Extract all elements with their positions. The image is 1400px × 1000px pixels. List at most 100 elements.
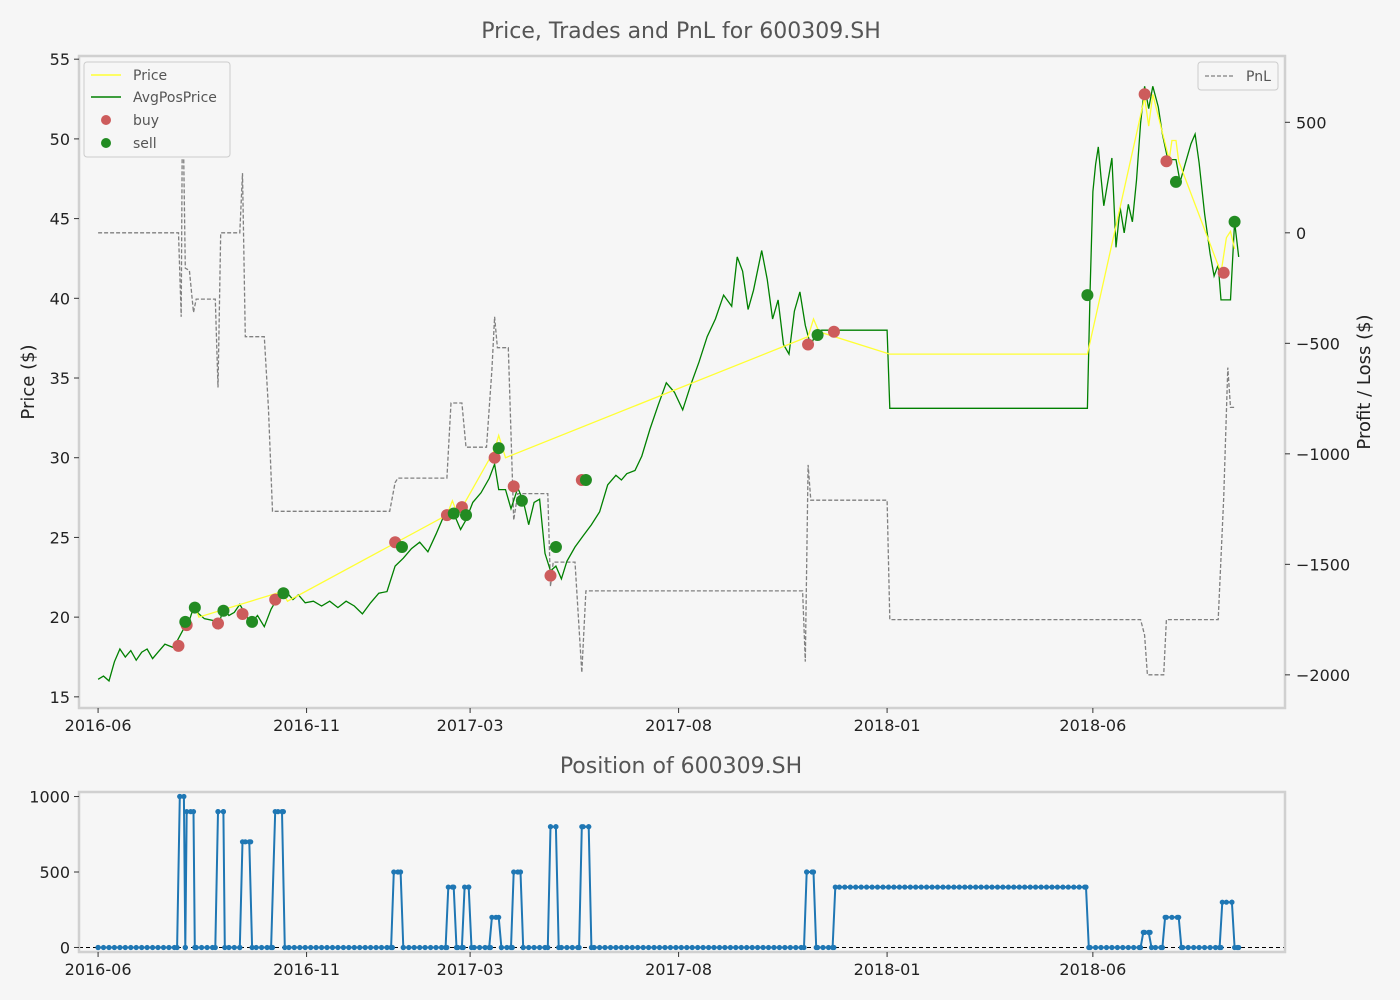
position-vertex-36 bbox=[508, 944, 514, 951]
price-series-line bbox=[192, 94, 1236, 618]
position-vertex-28 bbox=[459, 944, 465, 951]
position-point-137 bbox=[842, 884, 848, 890]
position-vertex-22 bbox=[398, 869, 404, 875]
position-vertex-42 bbox=[553, 824, 559, 830]
position-point-184 bbox=[1098, 944, 1104, 951]
position-vertex-52 bbox=[830, 944, 836, 951]
sell-marker-14 bbox=[1169, 175, 1182, 188]
position-vertex-33 bbox=[489, 914, 495, 920]
position-point-119 bbox=[744, 944, 750, 951]
position-point-122 bbox=[760, 944, 766, 951]
position-point-96 bbox=[618, 944, 625, 951]
position-point-6 bbox=[128, 944, 134, 951]
position-point-112 bbox=[706, 944, 712, 951]
position-vertex-46 bbox=[586, 824, 592, 830]
position-point-53 bbox=[384, 944, 390, 951]
position-point-98 bbox=[629, 944, 635, 951]
position-point-160 bbox=[967, 884, 973, 890]
position-point-154 bbox=[934, 884, 941, 890]
position-vertex-4 bbox=[182, 944, 188, 951]
position-point-71 bbox=[482, 944, 488, 951]
position-point-117 bbox=[733, 944, 739, 951]
position-point-110 bbox=[695, 944, 701, 951]
position-vertex-3 bbox=[181, 793, 187, 800]
position-chart-title: Position of 600309.SH bbox=[560, 754, 802, 779]
position-point-139 bbox=[853, 884, 859, 890]
position-point-115 bbox=[722, 944, 728, 951]
buy-marker-0 bbox=[172, 639, 185, 652]
position-point-80 bbox=[531, 944, 537, 951]
price-chart-frame bbox=[77, 54, 1287, 710]
position-point-202 bbox=[1196, 944, 1202, 951]
position-point-100 bbox=[640, 944, 646, 951]
position-point-51 bbox=[373, 944, 379, 951]
position-vertex-57 bbox=[1140, 929, 1146, 936]
position-point-12 bbox=[160, 944, 167, 951]
position-vertex-55 bbox=[1086, 944, 1092, 951]
position-point-175 bbox=[1049, 884, 1055, 890]
position-point-113 bbox=[711, 944, 717, 951]
price-x-tick-label-1: 2016-11 bbox=[273, 716, 340, 735]
price-chart-title: Price, Trades and PnL for 600309.SH bbox=[481, 19, 881, 44]
price-x-tick-label-2: 2017-03 bbox=[437, 716, 504, 735]
position-point-4 bbox=[117, 944, 123, 951]
position-point-97 bbox=[624, 944, 630, 951]
position-x-tick-label-5: 2018-06 bbox=[1059, 960, 1126, 979]
sell-marker-13 bbox=[1081, 289, 1094, 302]
position-point-2 bbox=[106, 944, 112, 951]
position-point-151 bbox=[918, 884, 924, 890]
price-line bbox=[192, 94, 1236, 618]
position-point-8 bbox=[139, 944, 145, 951]
position-vertex-1 bbox=[174, 944, 180, 951]
position-vertex-23 bbox=[400, 944, 406, 951]
price-y-tick-label-2: 25 bbox=[50, 528, 70, 547]
position-point-171 bbox=[1027, 884, 1033, 890]
price-y-tick-label-4: 35 bbox=[50, 369, 70, 388]
position-point-170 bbox=[1022, 884, 1028, 890]
position-point-42 bbox=[324, 944, 330, 951]
position-vertex-45 bbox=[579, 824, 585, 830]
position-point-11 bbox=[155, 944, 161, 951]
buy-marker-3 bbox=[236, 607, 249, 620]
price-y-tick-label-6: 45 bbox=[50, 210, 70, 229]
position-vertex-32 bbox=[486, 944, 492, 951]
position-point-194 bbox=[1152, 944, 1159, 951]
position-x-tick-label-3: 2017-08 bbox=[645, 960, 712, 979]
position-point-179 bbox=[1071, 884, 1077, 890]
buy-marker-9 bbox=[507, 480, 520, 493]
sell-marker-15 bbox=[1228, 215, 1241, 228]
position-vertex-19 bbox=[282, 944, 288, 951]
position-point-155 bbox=[940, 884, 946, 890]
position-vertex-27 bbox=[453, 944, 460, 951]
position-point-106 bbox=[673, 944, 679, 951]
position-point-147 bbox=[896, 884, 903, 890]
position-vertex-2 bbox=[177, 793, 183, 800]
position-vertex-50 bbox=[810, 869, 817, 875]
position-point-153 bbox=[929, 884, 935, 890]
position-point-43 bbox=[329, 944, 336, 951]
position-point-123 bbox=[765, 944, 772, 951]
buy-marker-10 bbox=[544, 569, 557, 582]
position-point-180 bbox=[1076, 884, 1082, 890]
position-point-44 bbox=[335, 944, 341, 951]
position-point-99 bbox=[635, 944, 641, 951]
position-point-165 bbox=[994, 884, 1001, 890]
position-vertex-68 bbox=[1236, 944, 1242, 951]
position-vertex-24 bbox=[443, 944, 449, 951]
position-vertex-44 bbox=[576, 944, 582, 951]
position-vertex-54 bbox=[1083, 884, 1089, 890]
position-point-204 bbox=[1207, 944, 1213, 951]
position-point-29 bbox=[253, 944, 259, 951]
position-vertex-14 bbox=[246, 839, 252, 845]
buy-marker-15 bbox=[1160, 155, 1173, 168]
position-point-101 bbox=[646, 944, 652, 951]
price-y-tick-label-5: 40 bbox=[50, 289, 70, 308]
position-point-24 bbox=[226, 944, 232, 951]
sell-marker-4 bbox=[277, 587, 290, 600]
position-point-169 bbox=[1016, 884, 1022, 890]
position-point-125 bbox=[776, 944, 783, 951]
position-vertex-12 bbox=[237, 944, 243, 951]
position-vertex-31 bbox=[468, 944, 475, 951]
position-point-172 bbox=[1033, 884, 1039, 890]
